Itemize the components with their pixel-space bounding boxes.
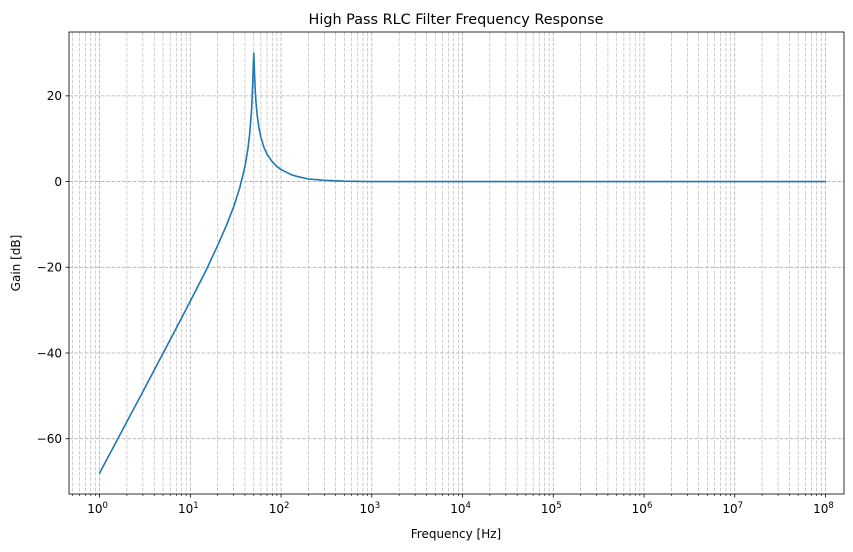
x-tick-exponent: 3 xyxy=(375,501,380,511)
y-axis-label: Gain [dB] xyxy=(9,235,23,292)
x-tick-exponent: 8 xyxy=(828,501,833,511)
grid-lines xyxy=(69,32,844,494)
series-line xyxy=(98,52,827,474)
x-axis-label: Frequency [Hz] xyxy=(411,527,502,541)
x-tick-label: 101 xyxy=(178,501,199,516)
x-tick-exponent: 1 xyxy=(193,501,198,511)
y-tick-label: −60 xyxy=(37,432,62,446)
x-tick-label: 100 xyxy=(87,501,108,516)
y-tick-label: −40 xyxy=(37,346,62,360)
x-tick-exponent: 2 xyxy=(284,501,289,511)
x-tick-exponent: 6 xyxy=(647,501,652,511)
x-tick-exponent: 4 xyxy=(465,501,470,511)
x-tick-label: 105 xyxy=(541,501,562,516)
x-tick-exponent: 5 xyxy=(556,501,561,511)
chart-title: High Pass RLC Filter Frequency Response xyxy=(309,12,604,28)
y-tick-label: −20 xyxy=(37,261,62,275)
x-tick-label: 102 xyxy=(269,501,290,516)
x-tick-exponent: 7 xyxy=(738,501,743,511)
y-tick-label: 20 xyxy=(47,89,62,103)
series-layer xyxy=(98,52,827,474)
x-tick-label: 104 xyxy=(450,501,471,516)
x-tick-exponent: 0 xyxy=(103,501,108,511)
plot-area-frame xyxy=(68,31,845,495)
x-tick-label: 108 xyxy=(813,501,834,516)
x-tick-label: 107 xyxy=(722,501,743,516)
y-tick-label: 0 xyxy=(54,175,62,189)
x-tick-label: 103 xyxy=(359,501,380,516)
x-tick-label: 106 xyxy=(632,501,653,516)
